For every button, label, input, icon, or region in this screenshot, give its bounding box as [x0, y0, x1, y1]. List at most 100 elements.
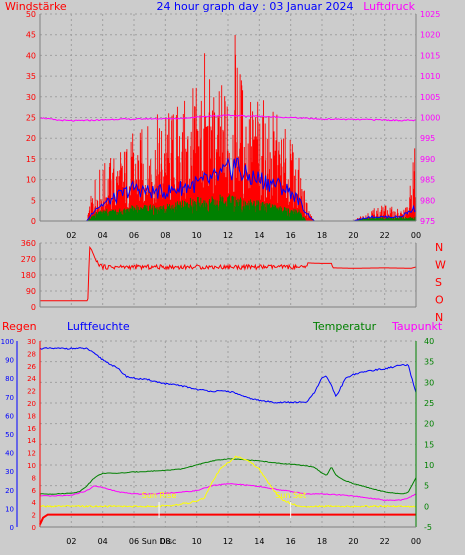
pressure-tick-label: 1000 [420, 114, 440, 123]
rain-tick-label: 12 [27, 450, 36, 458]
pressure-axis-label: Luftdruck [363, 0, 415, 13]
compass-label: N [435, 241, 443, 254]
rain-tick-label: 14 [27, 437, 36, 445]
wind-tick-label: 50 [26, 10, 36, 19]
rain-tick-label: 26 [27, 363, 36, 371]
direction-tick-label: 270 [21, 255, 36, 264]
temperature-tick-label: 30 [424, 378, 434, 387]
humidity-series [39, 347, 417, 404]
wind-tick-label: 30 [26, 93, 36, 102]
climate-x-tick-label: 04 [98, 537, 108, 546]
pressure-series [40, 114, 416, 122]
pressure-tick-label: 995 [420, 134, 435, 143]
wind-tick-label: 0 [31, 217, 36, 226]
wind-tick-label: 5 [31, 196, 36, 205]
wind-x-tick-label: 12 [223, 231, 233, 240]
wind-x-tick-label: 08 [160, 231, 170, 240]
pressure-tick-label: 1005 [420, 93, 440, 102]
humidity-tick-label: 60 [5, 412, 14, 420]
sun-series [39, 455, 417, 508]
humidity-tick-label: 10 [5, 505, 14, 513]
rain-tick-label: 16 [27, 425, 36, 433]
rain-tick-label: 24 [27, 375, 36, 383]
climate-x-tick-label: 10 [192, 537, 202, 546]
humidity-tick-label: 100 [1, 338, 14, 346]
climate-x-tick-label: 08 [160, 537, 170, 546]
wind-tick-label: 15 [26, 155, 36, 164]
wind-x-tick-labels: 02 04 06 08 10 12 14 16 18 20 22 00 [66, 231, 421, 240]
compass-label: S [435, 276, 442, 289]
wind-x-tick-label: 04 [98, 231, 108, 240]
climate-plot-area [40, 341, 416, 527]
humidity-tick-label: 20 [5, 487, 14, 495]
climate-x-tick-label: 02 [66, 537, 76, 546]
temperature-tick-label: 0 [424, 502, 429, 511]
temperature-tick-label: 40 [424, 337, 434, 346]
wind-x-tick-label: 02 [66, 231, 76, 240]
direction-tick-label: 0 [31, 303, 36, 312]
pressure-tick-label: 1010 [420, 72, 440, 81]
dewpoint-series [39, 483, 417, 502]
compass-label: N [435, 311, 443, 324]
direction-tick-label: 180 [21, 271, 36, 280]
humidity-tick-label: 50 [5, 431, 14, 439]
sunset-label: Sun Set [275, 491, 306, 500]
pressure-tick-labels: 1025 1020 1015 1010 1005 1000 995 990 985 980 975 [420, 10, 440, 226]
direction-tick-label: 90 [26, 287, 36, 296]
wind-x-tick-label: 20 [348, 231, 358, 240]
direction-tick-labels: 360 270 180 90 0 [21, 239, 36, 312]
wind-x-tick-label: 22 [380, 231, 390, 240]
wind-axis-label: Windstärke [5, 0, 67, 13]
direction-series [40, 245, 417, 302]
humidity-tick-label: 30 [5, 468, 14, 476]
wind-tick-label: 40 [26, 51, 36, 60]
climate-panel: Regen Luftfeuchte Temperatur Taupunkt 10… [1, 320, 443, 546]
wind-x-tick-label: 10 [192, 231, 202, 240]
rain-tick-label: 22 [27, 388, 36, 396]
climate-x-tick-label: 22 [380, 537, 390, 546]
pressure-tick-label: 1020 [420, 31, 440, 40]
rain-tick-label: 30 [27, 338, 36, 346]
compass-label: O [435, 294, 444, 307]
wind-x-tick-label: 16 [286, 231, 296, 240]
sunrise-label: Sun Rise [142, 491, 177, 500]
pressure-tick-label: 1025 [420, 10, 440, 19]
wind-tick-label: 20 [26, 134, 36, 143]
temperature-tick-label: 5 [424, 482, 429, 491]
sun-markers: Sun Rise Sun Disc Sun Set [142, 491, 306, 546]
pressure-tick-label: 980 [420, 196, 435, 205]
wind-x-tick-label: 06 [129, 231, 139, 240]
rain-axis-label: Regen [2, 320, 37, 333]
climate-x-tick-labels: 02 04 06 08 10 12 14 16 18 20 22 00 [66, 537, 421, 546]
temperature-tick-label: 15 [424, 440, 434, 449]
humidity-tick-label: 0 [10, 524, 14, 532]
humidity-tick-label: 70 [5, 394, 14, 402]
wind-tick-label: 25 [26, 114, 36, 123]
sundisc-label: Sun Disc [142, 537, 177, 546]
rain-tick-label: 0 [32, 524, 36, 532]
pressure-tick-label: 1015 [420, 51, 440, 60]
climate-series [39, 347, 417, 525]
temperature-tick-label: 35 [424, 358, 434, 367]
rain-series [39, 513, 416, 525]
direction-tick-label: 360 [21, 239, 36, 248]
climate-x-tick-label: 00 [411, 537, 421, 546]
climate-x-tick-label: 18 [317, 537, 327, 546]
dewpoint-axis-label: Taupunkt [391, 320, 443, 333]
humidity-tick-label: 90 [5, 357, 14, 365]
wind-x-tick-label: 14 [254, 231, 264, 240]
rain-tick-label: 28 [27, 350, 36, 358]
wind-x-tick-label: 18 [317, 231, 327, 240]
rain-tick-label: 10 [27, 462, 36, 470]
temperature-tick-label: 20 [424, 420, 434, 429]
rain-tick-label: 20 [27, 400, 36, 408]
climate-x-tick-label: 12 [223, 537, 233, 546]
wind-panel: Windstärke 24 hour graph day : 03 Januar… [5, 0, 440, 240]
climate-x-tick-label: 20 [348, 537, 358, 546]
rain-tick-label: 18 [27, 412, 36, 420]
climate-x-tick-label: 14 [254, 537, 264, 546]
